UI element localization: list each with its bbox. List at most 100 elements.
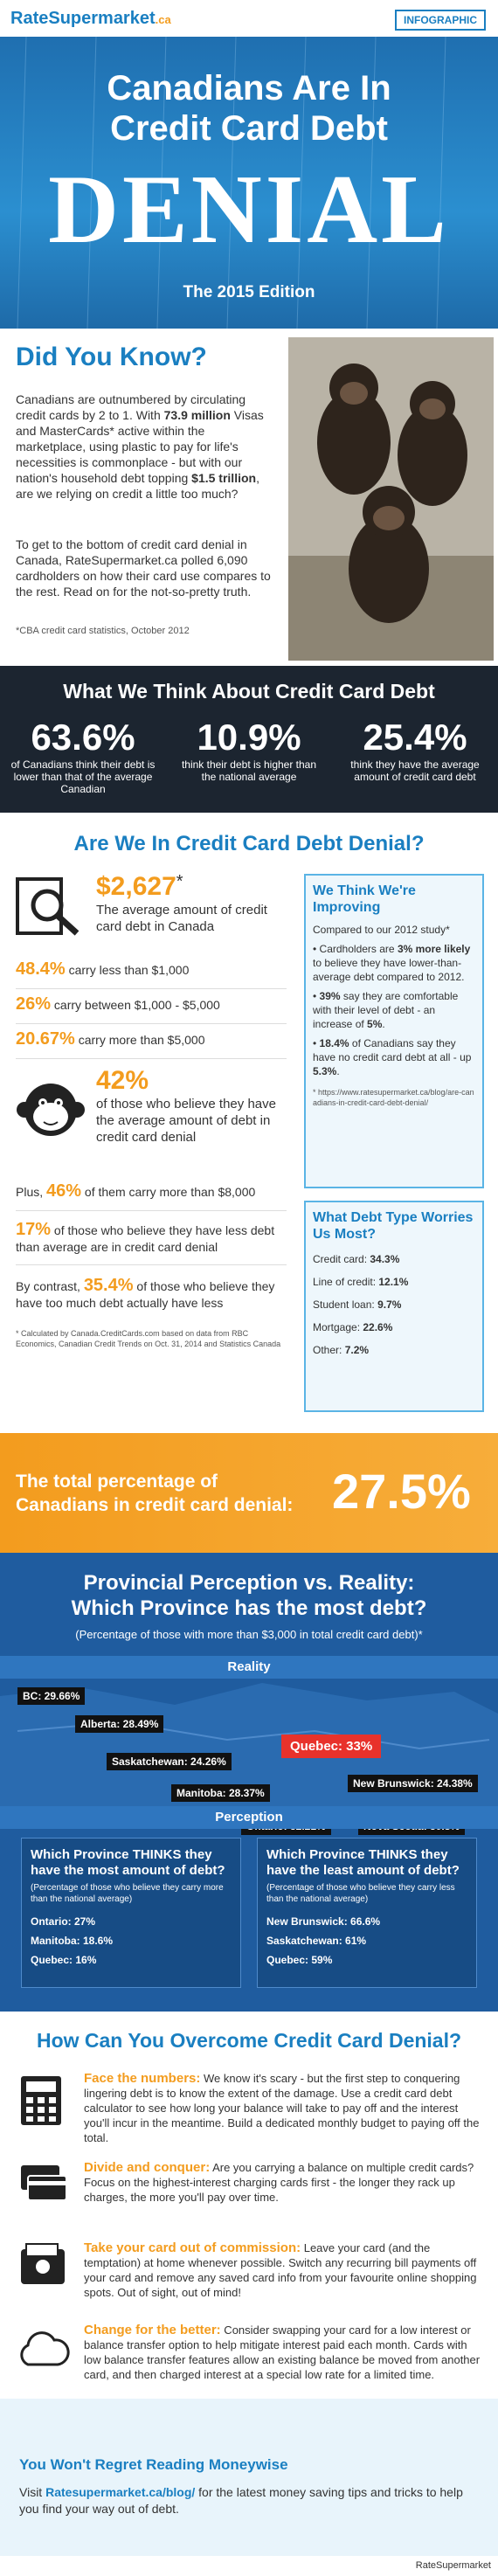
- tip-title: Change for the better:: [84, 2323, 221, 2337]
- stat-value: 25.4%: [363, 717, 467, 758]
- calculator-icon: [21, 2076, 61, 2125]
- tip-text: We know it's scary - but the first step …: [84, 2072, 480, 2144]
- footer-link[interactable]: Ratesupermarket.ca/blog/: [45, 2485, 196, 2499]
- tip-title: Face the numbers:: [84, 2071, 201, 2086]
- carry-row: 48.4% carry less than $1,000: [16, 959, 287, 989]
- brand-bar: RateSupermarket: [0, 2556, 498, 2576]
- box-intro: Compared to our 2012 study*: [313, 924, 450, 936]
- tip: Face the numbers: We know it's scary - b…: [84, 2071, 481, 2145]
- text: Visas and MasterCards* active within the…: [16, 408, 264, 485]
- text-bold: $1.5 trillion: [191, 471, 257, 485]
- plus-row: Plus, 46% of them carry more than $8,000: [16, 1181, 287, 1211]
- text-bold: 73.9 million: [163, 408, 231, 422]
- stat-value: 10.9%: [197, 717, 301, 758]
- worry-value: 12.1%: [378, 1276, 409, 1288]
- footer: You Won't Regret Reading Moneywise Visit…: [0, 2399, 498, 2556]
- box-source: * https://www.ratesupermarket.ca/blog/ar…: [313, 1088, 474, 1107]
- text: of those who believe they have less debt…: [16, 1223, 275, 1254]
- reality-label: New Brunswick: 24.38%: [348, 1775, 478, 1792]
- tip: Divide and conquer: Are you carrying a b…: [84, 2160, 481, 2205]
- text-bold: 3% more likely: [397, 943, 471, 955]
- worry-value: 9.7%: [377, 1298, 402, 1311]
- badge: INFOGRAPHIC: [395, 10, 486, 31]
- text: .: [382, 1018, 385, 1030]
- band-label: Reality: [0, 1656, 498, 1679]
- carry-value: 48.4%: [16, 959, 66, 979]
- stat-text: think their debt is higher than the nati…: [181, 758, 317, 783]
- stat-text: think they have the average amount of cr…: [350, 758, 480, 783]
- perception-box: Which Province THINKS they have the leas…: [257, 1838, 477, 1988]
- bullet: • Cardholders are 3% more likely to beli…: [313, 943, 471, 983]
- hero-title-line: Credit Card Debt: [110, 109, 388, 148]
- tip: Change for the better: Consider swapping…: [84, 2323, 481, 2382]
- monkey-icon: [17, 1084, 85, 1136]
- logo: RateSupermarket.ca: [10, 9, 171, 29]
- section-heading: Are We In Credit Card Debt Denial?: [73, 832, 425, 855]
- box-sub: (Percentage of those who believe they ca…: [31, 1883, 224, 1904]
- carry-text: carry between $1,000 - $5,000: [51, 998, 220, 1012]
- perception-box: Which Province THINKS they have the most…: [21, 1838, 241, 1988]
- worry-item: Other: 7.2%: [313, 1339, 475, 1361]
- paragraph: To get to the bottom of credit card deni…: [16, 537, 271, 599]
- worry-item: Student loan: 9.7%: [313, 1293, 475, 1316]
- heading-line: Which Province has the most debt?: [71, 1596, 427, 1620]
- text: of those who believe they have too much …: [16, 1279, 275, 1310]
- carry-text: carry more than $5,000: [74, 1033, 205, 1047]
- total-banner: The total percentage of Canadians in cre…: [0, 1433, 498, 1553]
- text: Canadians are outnumbered by circulating…: [16, 392, 246, 422]
- footer-text: Visit Ratesupermarket.ca/blog/ for the l…: [19, 2484, 478, 2517]
- text: say they are comfortable with their leve…: [313, 990, 459, 1030]
- bullet: • 18.4% of Canadians say they have no cr…: [313, 1037, 472, 1077]
- text: , are we relying on credit a little too …: [16, 471, 259, 501]
- text: of Canadians say they have no credit car…: [313, 1037, 472, 1063]
- worry-label: Mortgage:: [313, 1321, 363, 1333]
- did-you-know: Did You Know? Canadians are outnumbered …: [0, 329, 498, 666]
- box-heading: We Think We're Improving: [313, 883, 416, 915]
- tip: Take your card out of commission: Leave …: [84, 2240, 481, 2300]
- reality-label: BC: 29.66%: [17, 1687, 86, 1705]
- box-heading: Which Province THINKS they have the most…: [31, 1847, 225, 1878]
- total-value: 27.5%: [332, 1464, 471, 1519]
- band-label: Perception: [0, 1806, 498, 1829]
- footnote: * Calculated by Canada.CreditCards.com b…: [16, 1329, 281, 1348]
- brand: RateSupermarket: [415, 2560, 491, 2571]
- worry-item: Mortgage: 22.6%: [313, 1316, 475, 1339]
- perception-item: Quebec: 59%: [266, 1954, 333, 1966]
- denial: Are We In Credit Card Debt Denial? $2,62…: [0, 813, 498, 1433]
- box-sub: (Percentage of those who believe they ca…: [266, 1883, 455, 1904]
- hero-title-line: Canadians Are In: [107, 69, 391, 107]
- cards-icon: [21, 2165, 67, 2201]
- monkey-stat: 42% of those who believe they have the a…: [96, 1066, 288, 1146]
- text: of them carry more than $8,000: [81, 1185, 256, 1199]
- perception-item: New Brunswick: 66.6%: [266, 1915, 381, 1928]
- worry-item: Line of credit: 12.1%: [313, 1271, 475, 1293]
- carry-text: carry less than $1,000: [65, 963, 190, 977]
- tip-title: Take your card out of commission:: [84, 2240, 301, 2255]
- cloud-icon: [20, 2331, 70, 2366]
- section-heading: What We Think About Credit Card Debt: [63, 680, 435, 703]
- carry-value: 20.67%: [16, 1029, 75, 1049]
- worry-value: 7.2%: [344, 1344, 370, 1356]
- overcome: How Can You Overcome Credit Card Denial?…: [0, 2012, 498, 2399]
- what-we-think: What We Think About Credit Card Debt 63.…: [0, 666, 498, 813]
- less-row: 17% of those who believe they have less …: [16, 1221, 287, 1265]
- perception-item: Manitoba: 18.6%: [31, 1935, 114, 1947]
- stat: 25.4% think they have the average amount…: [341, 717, 489, 783]
- stat: 10.9% think their debt is higher than th…: [175, 717, 323, 783]
- text: .: [336, 1065, 340, 1077]
- tip-title: Divide and conquer:: [84, 2160, 211, 2175]
- chimps-image: [288, 337, 494, 661]
- average-debt: $2,627* The average amount of credit car…: [96, 872, 288, 935]
- perception-item: Saskatchewan: 61%: [266, 1935, 367, 1947]
- hero-edition: The 2015 Edition: [183, 283, 315, 301]
- reality-label: Saskatchewan: 24.26%: [107, 1753, 232, 1770]
- avg-value: $2,627: [96, 872, 176, 901]
- text: to believe they have lower-than-average …: [313, 957, 465, 983]
- stat: 63.6% of Canadians think their debt is l…: [9, 717, 157, 795]
- box-heading: Which Province THINKS they have the leas…: [266, 1847, 460, 1878]
- hero: Canadians Are In Credit Card Debt DENIAL…: [0, 37, 498, 329]
- text-bold: 39%: [319, 990, 341, 1002]
- logo-text: RateSupermarket: [10, 9, 156, 28]
- text-bold: 5.3%: [313, 1065, 337, 1077]
